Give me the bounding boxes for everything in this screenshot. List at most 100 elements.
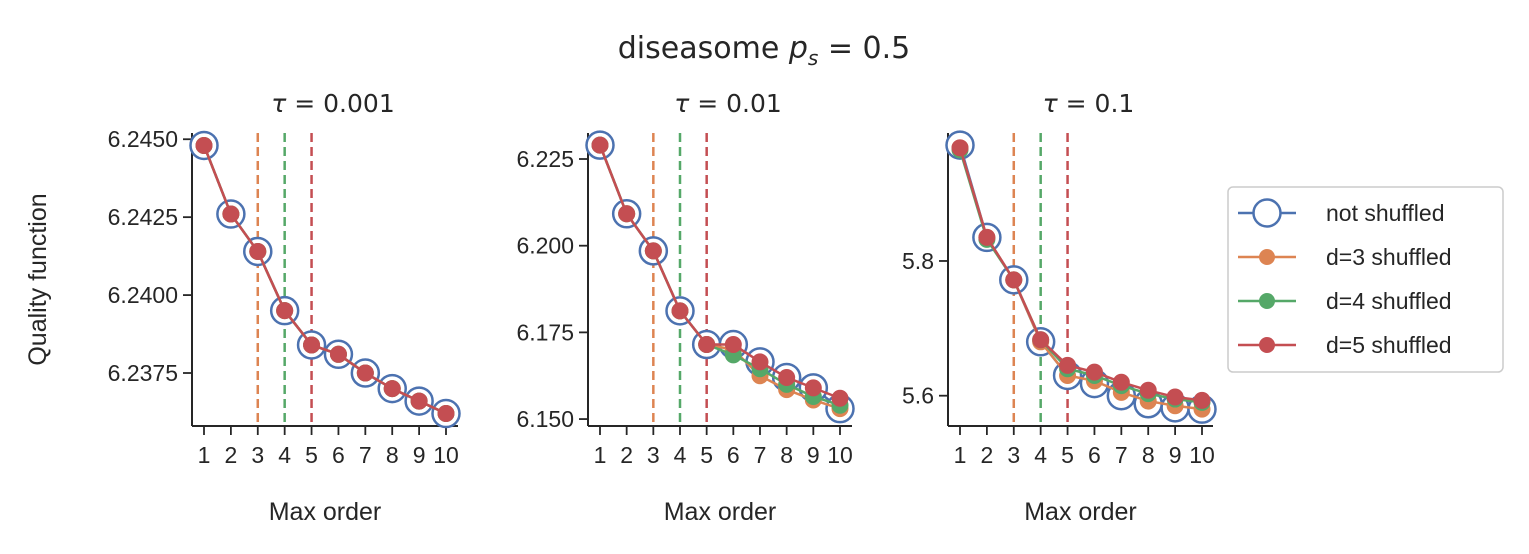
x-tick-label: 8 (1142, 442, 1155, 468)
legend-items: not shuffled d=3 shuffled d=4 shuffled d=5 … (1238, 198, 1452, 358)
x-tick-label: 7 (359, 442, 372, 468)
data-point (195, 136, 213, 154)
data-point (804, 379, 822, 397)
legend-marker (1252, 198, 1282, 228)
series-line (598, 144, 841, 407)
x-tick-label: 9 (807, 442, 820, 468)
data-point (951, 139, 969, 157)
subplot-title-value: = 0.01 (689, 89, 782, 118)
data-point (276, 302, 294, 320)
x-tick-label: 1 (954, 442, 967, 468)
subplot-title-var: τ (1043, 89, 1059, 118)
x-tick-label: 9 (413, 442, 426, 468)
series-line (202, 145, 447, 415)
y-tick-label: 6.2425 (108, 204, 178, 230)
legend-marker (1259, 337, 1275, 353)
x-tick-label: 4 (278, 442, 291, 468)
series-d-3-shuffled (195, 136, 455, 423)
series-d-4-shuffled (195, 136, 455, 423)
x-tick-label: 3 (1007, 442, 1020, 468)
y-tick-label: 6.200 (516, 233, 574, 259)
x-tick-label: 6 (1088, 442, 1101, 468)
x-tick-label: 6 (727, 442, 740, 468)
series-line (202, 145, 447, 415)
data-point (698, 336, 716, 354)
x-tick-label: 3 (251, 442, 264, 468)
subplot-title-var: τ (271, 89, 287, 118)
x-tick-label: 9 (1169, 442, 1182, 468)
y-tick-label: 6.175 (516, 319, 574, 345)
data-point (1193, 391, 1211, 409)
data-point (383, 380, 401, 398)
x-tick-label: 8 (386, 442, 399, 468)
x-tick-label: 2 (980, 442, 993, 468)
figure-title: diseasome ps = 0.5 (618, 31, 910, 70)
subplot-1: 1 2 3 4 5 6 7 8 9 10 6.2375 6.2400 6.2425 6.2450 τ = 0… (24, 89, 461, 526)
legend-marker (1259, 249, 1275, 265)
data-point (751, 353, 769, 371)
series-line (598, 144, 841, 410)
x-tick-label: 5 (1061, 442, 1074, 468)
subplot-title: τ = 0.01 (674, 89, 782, 118)
x-tick-label: 2 (620, 442, 633, 468)
subplot-2: 1 2 3 4 5 6 7 8 9 10 6.150 6.175 6.200 6.225 τ = 0.01 M… (516, 89, 855, 526)
data-point (1085, 363, 1103, 381)
series-not-shuffled (189, 130, 461, 429)
legend-item: d=5 shuffled (1238, 332, 1452, 358)
data-point (303, 336, 321, 354)
series-d-5-shuffled (195, 136, 455, 423)
x-tick-label: 1 (198, 442, 211, 468)
x-axis-label: Max order (1024, 498, 1137, 526)
legend: not shuffled d=3 shuffled d=4 shuffled d=5 … (1227, 186, 1504, 373)
subplot-title-value: = 0.1 (1058, 89, 1135, 118)
x-tick-label: 4 (674, 442, 687, 468)
data-point (778, 368, 796, 386)
x-tick-label: 2 (224, 442, 237, 468)
data-point (1112, 373, 1130, 391)
data-point (831, 389, 849, 407)
series-line (598, 144, 841, 400)
data-point (591, 136, 609, 154)
data-point (329, 345, 347, 363)
subplot-title-value: = 0.001 (286, 89, 394, 118)
legend-item: d=3 shuffled (1238, 244, 1452, 270)
x-tick-label: 10 (827, 442, 853, 468)
series-not-shuffled (585, 130, 855, 424)
data-point (1166, 388, 1184, 406)
data-point (618, 205, 636, 223)
series-d-5-shuffled (951, 139, 1211, 409)
x-tick-label: 5 (305, 442, 318, 468)
data-point (1032, 331, 1050, 349)
y-tick-label: 6.225 (516, 146, 574, 172)
figure-title-sub: s (808, 46, 818, 70)
data-point (1005, 271, 1023, 289)
x-tick-label: 7 (1115, 442, 1128, 468)
series-line (598, 144, 841, 410)
y-tick-label: 6.2450 (108, 126, 178, 152)
subplot-3: 1 2 3 4 5 6 7 8 9 10 5.6 5.8 τ = 0.1 Max order (902, 89, 1217, 526)
figure-title-prefix: diseasome (618, 31, 789, 66)
x-tick-label: 3 (647, 442, 660, 468)
x-tick-label: 8 (780, 442, 793, 468)
data-point (1059, 356, 1077, 374)
figure-title-var: p (788, 31, 808, 66)
legend-item: not shuffled (1238, 198, 1445, 228)
y-tick-label: 5.6 (902, 383, 934, 409)
data-point (356, 364, 374, 382)
x-tick-label: 10 (1189, 442, 1215, 468)
data-point (249, 242, 267, 260)
legend-frame (1227, 186, 1504, 373)
legend-marker (1259, 293, 1275, 309)
series-d-5-shuffled (591, 136, 849, 407)
x-tick-label: 6 (332, 442, 345, 468)
y-tick-label: 6.2375 (108, 360, 178, 386)
x-tick-label: 1 (594, 442, 607, 468)
subplot-title: τ = 0.001 (271, 89, 394, 118)
data-point (222, 205, 240, 223)
series-line (202, 145, 447, 415)
x-tick-label: 4 (1034, 442, 1047, 468)
data-point (437, 405, 455, 423)
y-axis-label: Quality function (24, 193, 52, 365)
